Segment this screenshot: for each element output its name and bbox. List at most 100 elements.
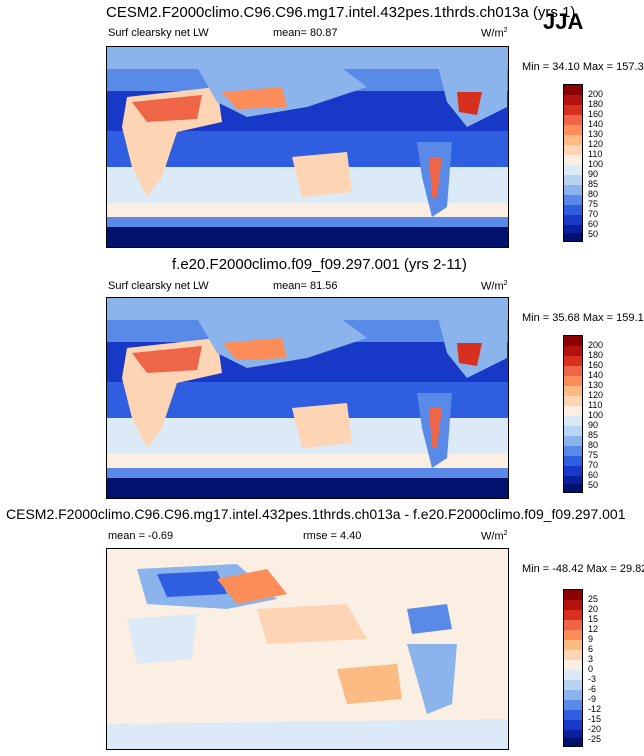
colorbar-swatch (564, 135, 582, 145)
colorbar-swatch (564, 680, 582, 690)
colorbar-swatch (564, 406, 582, 416)
colorbar-tick-label: 130 (588, 129, 604, 139)
colorbar-tick-label: 12 (588, 624, 599, 634)
colorbar-swatch (564, 620, 582, 630)
colorbar-swatch (564, 710, 582, 720)
colorbar-swatch (564, 436, 582, 446)
colorbar-swatch (564, 610, 582, 620)
colorbar-tick-label: 0 (588, 664, 594, 674)
colorbar-tick-label: 60 (588, 470, 599, 480)
colorbar-swatch (564, 233, 582, 241)
colorbar-swatch (564, 426, 582, 436)
colorbar-swatch (564, 466, 582, 476)
colorbar-swatch (564, 185, 582, 195)
colorbar-tick-label: 6 (588, 644, 594, 654)
panel-top-variable-label: Surf clearsky net LW (108, 27, 209, 39)
colorbar-tick-label: 60 (588, 219, 599, 229)
colorbar-tick-label: -25 (588, 734, 602, 744)
colorbar-tick-label: 80 (588, 440, 599, 450)
colorbar-swatch (564, 346, 582, 356)
panel-middle-map (106, 297, 509, 499)
colorbar-swatch (564, 640, 582, 650)
panel-middle-units: W/m2 (481, 280, 508, 293)
colorbar-swatch (564, 670, 582, 680)
colorbar-tick-label: 25 (588, 594, 599, 604)
colorbar-tick-label: -12 (588, 704, 602, 714)
colorbar-tick-label: 9 (588, 634, 594, 644)
colorbar-tick-label: -15 (588, 714, 602, 724)
colorbar-tick-label: 200 (588, 340, 604, 350)
colorbar-tick-label: 90 (588, 420, 599, 430)
panel-bottom-title: CESM2.F2000climo.C96.C96.mg17.intel.432p… (6, 506, 626, 522)
colorbar-swatch (564, 336, 582, 346)
colorbar-tick-label: 15 (588, 614, 599, 624)
colorbar-swatch (564, 95, 582, 105)
colorbar-tick-label: 90 (588, 169, 599, 179)
colorbar-tick-label: 120 (588, 390, 604, 400)
colorbar-tick-label: 20 (588, 604, 599, 614)
colorbar-swatch (564, 155, 582, 165)
colorbar-swatch (564, 376, 582, 386)
panel-middle-title: f.e20.F2000climo.f09_f09.297.001 (yrs 2-… (172, 256, 467, 273)
colorbar-tick-label: 70 (588, 460, 599, 470)
colorbar-swatch (564, 215, 582, 225)
panel-middle-mean: mean= 81.56 (273, 280, 338, 292)
colorbar-tick-label: 85 (588, 430, 599, 440)
colorbar-tick-label: 130 (588, 380, 604, 390)
colorbar-tick-label: 120 (588, 139, 604, 149)
colorbar-swatch (564, 700, 582, 710)
season-label: JJA (543, 9, 584, 34)
panel-middle-variable-label: Surf clearsky net LW (108, 280, 209, 292)
colorbar-tick-label: 110 (588, 149, 603, 159)
panel-top-colorbar: 200 180 160 140 130 120 110 100 90 85 80… (563, 84, 603, 242)
panel-bottom-rmse: rmse = 4.40 (303, 530, 362, 542)
colorbar-swatch (564, 85, 582, 95)
colorbar-tick-label: 160 (588, 109, 604, 119)
panel-bottom-units: W/m2 (481, 530, 508, 543)
colorbar-tick-label: 50 (588, 229, 599, 239)
colorbar-swatch (564, 660, 582, 670)
colorbar-tick-label: -20 (588, 724, 602, 734)
colorbar-swatch (564, 195, 582, 205)
colorbar-swatch (564, 115, 582, 125)
colorbar-tick-label: 100 (588, 159, 604, 169)
colorbar-tick-label: 85 (588, 179, 599, 189)
colorbar-swatch (564, 396, 582, 406)
panel-middle-minmax: Min = 35.68 Max = 159.19 (522, 312, 644, 324)
colorbar-tick-label: 75 (588, 450, 599, 460)
panel-bottom-colorbar: 25 20 15 12 9 6 3 0 -3 -6 -9 -12 -15 -20… (563, 589, 601, 747)
colorbar-swatch (564, 356, 582, 366)
colorbar-swatch (564, 175, 582, 185)
panel-top-title: CESM2.F2000climo.C96.C96.mg17.intel.432p… (106, 4, 576, 21)
colorbar-tick-label: 180 (588, 99, 604, 109)
colorbar-swatch (564, 145, 582, 155)
colorbar-swatch (564, 600, 582, 610)
panel-bottom-map (106, 548, 509, 750)
colorbar-swatch (564, 205, 582, 215)
colorbar-tick-label: 110 (588, 400, 603, 410)
panel-bottom-mean: mean = -0.69 (108, 530, 174, 542)
colorbar-swatch (564, 484, 582, 492)
colorbar-swatch (564, 650, 582, 660)
colorbar-swatch (564, 225, 582, 233)
colorbar-swatch (564, 456, 582, 466)
colorbar-tick-label: 80 (588, 189, 599, 199)
colorbar-tick-label: -3 (588, 674, 597, 684)
panel-top-units: W/m2 (481, 27, 508, 40)
colorbar-swatch (564, 446, 582, 456)
colorbar-swatch (564, 386, 582, 396)
colorbar-swatch (564, 730, 582, 738)
colorbar-swatch (564, 125, 582, 135)
colorbar-tick-label: 100 (588, 410, 604, 420)
colorbar-swatch (564, 738, 582, 746)
colorbar-tick-label: 140 (588, 119, 604, 129)
colorbar-swatch (564, 105, 582, 115)
colorbar-tick-label: 180 (588, 350, 604, 360)
panel-middle-colorbar: 200 180 160 140 130 120 110 100 90 85 80… (563, 335, 603, 493)
panel-top-minmax: Min = 34.10 Max = 157.37 (522, 61, 644, 73)
colorbar-tick-label: 75 (588, 199, 599, 209)
colorbar-swatch (564, 720, 582, 730)
colorbar-swatch (564, 416, 582, 426)
colorbar-tick-label: 70 (588, 209, 599, 219)
panel-bottom-minmax: Min = -48.42 Max = 29.82 (522, 563, 644, 575)
